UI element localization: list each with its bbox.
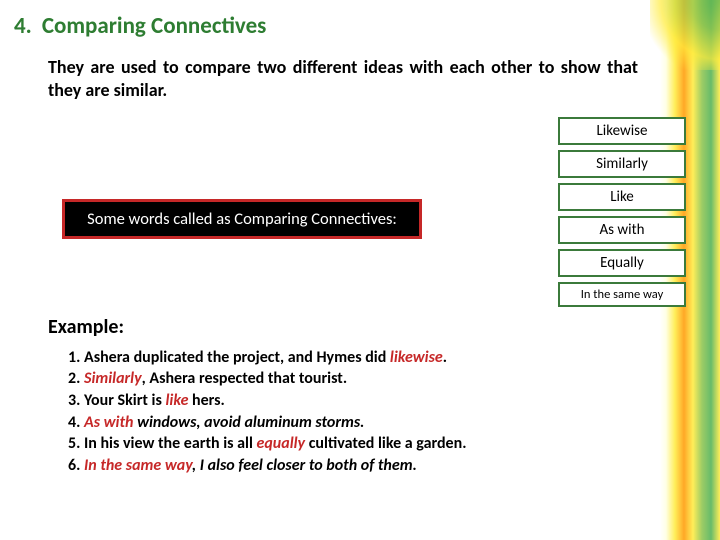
word-box: Equally bbox=[558, 249, 686, 277]
word-box: Like bbox=[558, 183, 686, 211]
connective-word-list: Likewise Similarly Like As with Equally … bbox=[558, 117, 686, 307]
example-text: Your Skirt is like hers. bbox=[84, 391, 225, 410]
example-text: As with windows, avoid aluminum storms. bbox=[84, 413, 364, 432]
middle-region: Some words called as Comparing Connectiv… bbox=[14, 117, 650, 307]
black-callout-box: Some words called as Comparing Connectiv… bbox=[62, 199, 422, 239]
slide: 4. Comparing Connectives They are used t… bbox=[0, 0, 720, 540]
list-item: Ashera duplicated the project, and Hymes… bbox=[84, 347, 650, 369]
list-item: Your Skirt is like hers. bbox=[84, 390, 650, 412]
word-box: As with bbox=[558, 216, 686, 244]
example-list: Ashera duplicated the project, and Hymes… bbox=[62, 347, 650, 477]
list-item: In his view the earth is all equally cul… bbox=[84, 433, 650, 455]
intro-paragraph: They are used to compare two different i… bbox=[48, 56, 638, 103]
example-text: Ashera duplicated the project, and Hymes… bbox=[84, 348, 447, 367]
example-text: In his view the earth is all equally cul… bbox=[84, 434, 466, 453]
page-title: Comparing Connectives bbox=[42, 12, 267, 40]
list-item: In the same way, I also feel closer to b… bbox=[84, 455, 650, 477]
list-item: Similarly, Ashera respected that tourist… bbox=[84, 368, 650, 390]
title-number: 4. bbox=[14, 12, 32, 40]
word-box: Similarly bbox=[558, 150, 686, 178]
example-text: In the same way, I also feel closer to b… bbox=[84, 456, 417, 475]
word-box: In the same way bbox=[558, 282, 686, 307]
list-item: As with windows, avoid aluminum storms. bbox=[84, 412, 650, 434]
example-heading: Example: bbox=[48, 315, 650, 339]
title-row: 4. Comparing Connectives bbox=[14, 12, 650, 40]
slide-content: 4. Comparing Connectives They are used t… bbox=[0, 0, 720, 540]
word-box: Likewise bbox=[558, 117, 686, 145]
example-text: Similarly, Ashera respected that tourist… bbox=[84, 369, 347, 388]
